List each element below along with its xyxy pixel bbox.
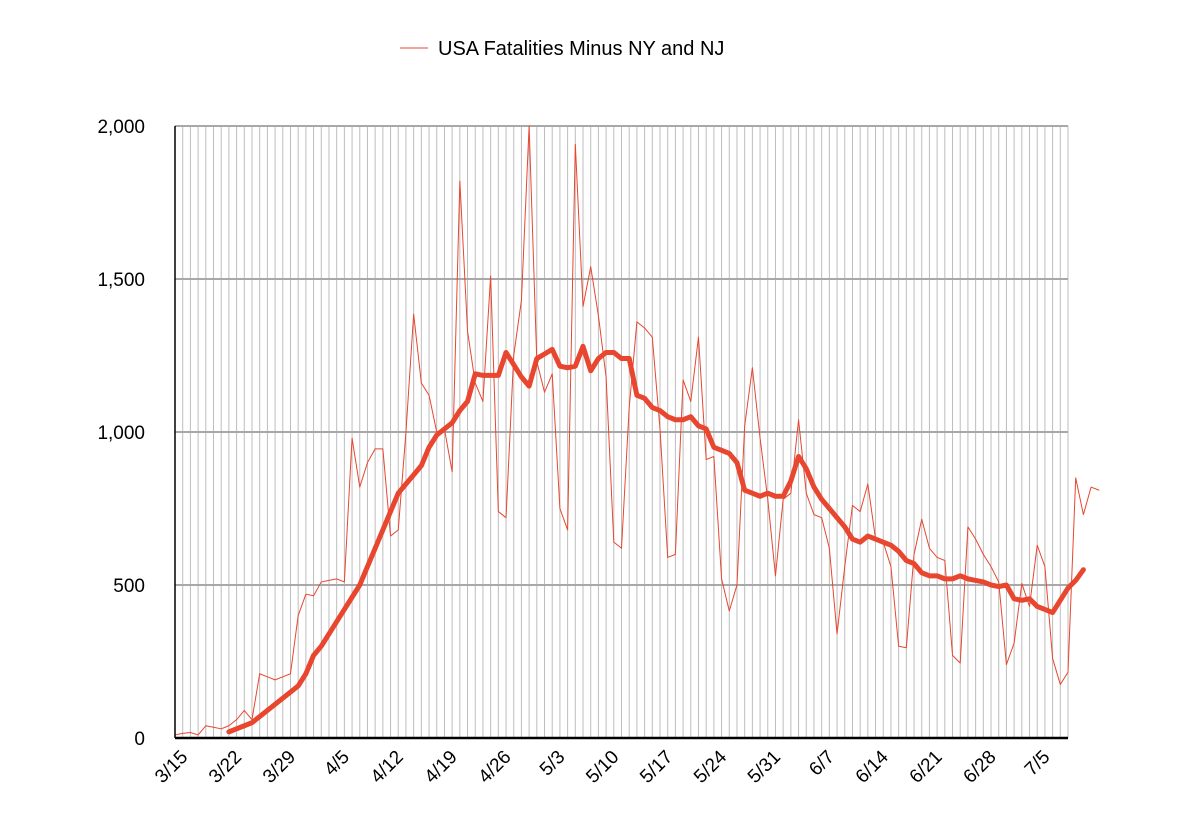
x-tick-label: 5/24 [690,746,731,787]
x-tick-label: 3/15 [151,747,192,788]
y-tick-label: 2,000 [97,117,145,138]
x-tick-label: 5/17 [636,747,677,788]
x-tick-label: 6/21 [906,747,947,788]
legend-label: USA Fatalities Minus NY and NJ [438,38,724,60]
x-tick-label: 3/29 [259,747,300,788]
x-tick-label: 6/14 [852,746,893,787]
x-tick-label: 6/7 [805,747,839,781]
series-layer [174,125,1100,736]
x-tick-label: 7/5 [1021,747,1055,781]
series-line-thick [226,343,1086,735]
y-axis-ticks: 0 500 1,000 1,500 2,000 [97,117,145,750]
x-tick-label: 5/3 [536,747,570,781]
x-tick-label: 4/19 [421,747,462,788]
x-tick-label: 3/22 [205,747,246,788]
y-tick-label: 1,500 [97,270,145,291]
x-tick-label: 4/5 [320,747,354,781]
x-tick-label: 5/10 [582,747,623,788]
x-tick-label: 4/26 [475,747,516,788]
x-tick-label: 5/31 [744,747,785,788]
y-tick-label: 500 [113,576,145,597]
x-tick-label: 4/12 [367,747,408,788]
y-tick-label: 1,000 [97,423,145,444]
axes [174,126,1068,740]
x-tick-label: 6/28 [960,747,1001,788]
series-line-thin [174,125,1100,736]
y-tick-label: 0 [134,729,145,750]
legend: USA Fatalities Minus NY and NJ [400,38,724,60]
x-axis-ticks: 3/15 3/22 3/29 4/5 4/12 4/19 4/26 5/3 5/10 5/17 5/… [151,746,1054,787]
